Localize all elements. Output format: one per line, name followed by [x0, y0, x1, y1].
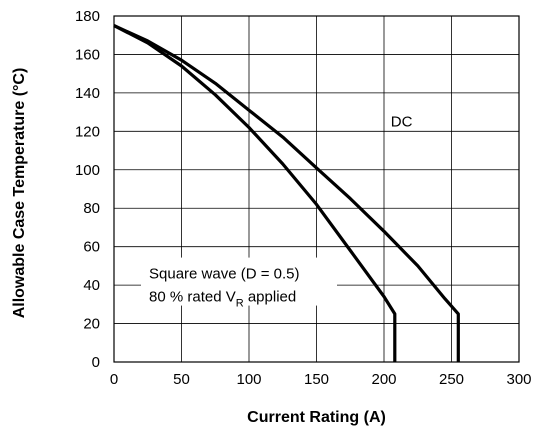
dc-curve: [113, 24, 460, 362]
x-tick-label: 50: [173, 371, 190, 388]
x-axis-label: Current Rating (A): [247, 409, 386, 426]
x-tick-label: 300: [506, 371, 531, 388]
y-tick-label: 20: [83, 316, 100, 333]
tick-labels: 0 50 100 150 200 250 300 0 20 40 60 80 100 120 140 160 1…: [75, 8, 532, 388]
x-tick-label: 200: [371, 371, 396, 388]
y-tick-label: 60: [83, 239, 100, 256]
y-tick-label: 120: [75, 123, 100, 140]
square-wave-curve: [113, 24, 397, 362]
y-tick-label: 160: [75, 46, 100, 63]
x-tick-label: 250: [439, 371, 464, 388]
y-tick-label: 40: [83, 277, 100, 294]
annotation-rated-voltage-subscript: R: [236, 298, 244, 310]
y-axis-label: Allowable Case Temperature (°C): [11, 68, 28, 319]
annotation-box: [141, 257, 337, 306]
x-tick-label: 150: [304, 371, 329, 388]
grid-lines: [114, 16, 519, 362]
plot-frame: [113, 15, 520, 363]
y-tick-label: 140: [75, 85, 100, 102]
annotation-rated-voltage-tail: applied: [244, 289, 297, 306]
curves: [113, 24, 460, 362]
annotation-rated-voltage-main: 80 % rated V: [149, 289, 236, 306]
y-tick-label: 0: [92, 354, 100, 371]
x-tick-label: 100: [236, 371, 261, 388]
y-tick-label: 80: [83, 200, 100, 217]
annotation-rated-voltage: 80 % rated VR applied: [149, 289, 296, 310]
y-tick-label: 180: [75, 8, 100, 25]
x-tick-label: 0: [110, 371, 118, 388]
y-tick-label: 100: [75, 162, 100, 179]
annotation-dc: DC: [391, 114, 413, 131]
annotation-square-wave: Square wave (D = 0.5): [149, 266, 300, 283]
